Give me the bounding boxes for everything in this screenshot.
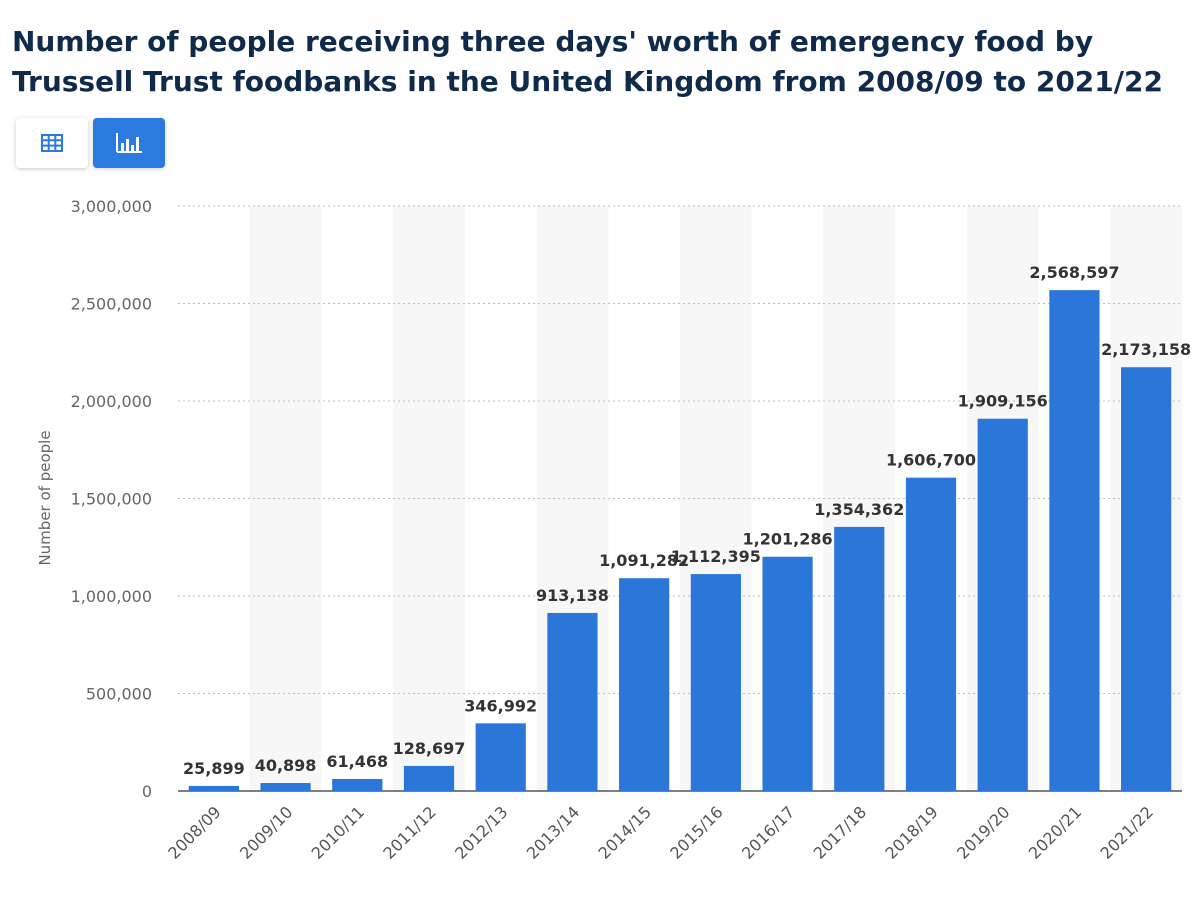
bar[interactable] [188,785,239,791]
x-tick-label: 2020/21 [1025,802,1085,862]
x-tick-label: 2021/22 [1097,802,1157,862]
data-label: 128,697 [393,739,466,758]
data-label: 346,992 [464,696,537,715]
bar-chart-icon [116,133,142,153]
y-tick-label: 0 [142,782,152,801]
x-tick-label: 2012/13 [451,802,511,862]
data-label: 61,468 [326,752,388,771]
data-label: 1,606,700 [886,451,976,470]
bar[interactable] [834,526,885,791]
y-tick-label: 500,000 [86,685,152,704]
x-tick-label: 2008/09 [164,802,224,862]
x-tick-label: 2010/11 [308,802,368,862]
x-tick-label: 2017/18 [810,802,870,862]
bar[interactable] [619,578,670,791]
bar[interactable] [762,556,813,791]
data-label: 1,201,286 [743,530,833,549]
data-label: 40,898 [255,756,317,775]
bar[interactable] [332,779,383,791]
y-tick-label: 1,000,000 [71,587,152,606]
x-tick-label: 2009/10 [236,802,296,862]
chart-view-button[interactable] [93,118,165,168]
data-label: 1,909,156 [958,392,1048,411]
data-labels: 25,899 40,898 61,468 128,697 346,992 913,138 1… [183,263,1191,778]
bar[interactable] [977,418,1028,791]
bar[interactable] [475,723,526,791]
bars [188,290,1172,791]
data-label: 1,112,395 [671,547,761,566]
x-tick-label: 2013/14 [523,802,583,862]
y-tick-label: 1,500,000 [71,490,152,509]
data-label: 1,354,362 [814,500,904,519]
x-tick-label: 2018/19 [881,802,941,862]
bar[interactable] [403,765,455,791]
bar[interactable] [260,783,311,791]
data-label: 25,899 [183,759,245,778]
y-tick-label: 3,000,000 [71,197,152,216]
x-tick-label: 2019/20 [953,802,1013,862]
data-label: 2,568,597 [1029,263,1119,282]
column-stripe [249,206,322,791]
x-tick-label: 2016/17 [738,802,798,862]
bar[interactable] [547,612,598,791]
y-tick-label: 2,000,000 [71,392,152,411]
bar[interactable] [905,477,957,791]
data-label: 2,173,158 [1101,340,1191,359]
y-axis-ticks: 0 500,000 1,000,000 1,500,000 2,000,000 2,500… [71,197,152,801]
data-label: 913,138 [536,586,609,605]
x-tick-label: 2014/15 [595,802,655,862]
chart-title: Number of people receiving three days' w… [12,25,1163,98]
data-label: 1,091,282 [599,551,689,570]
y-tick-label: 2,500,000 [71,295,152,314]
y-axis-label: Number of people [36,430,54,565]
table-icon [41,134,63,152]
bar[interactable] [1121,367,1172,791]
x-tick-label: 2015/16 [666,802,726,862]
bar[interactable] [1049,290,1100,791]
x-tick-label: 2011/12 [379,802,439,862]
bar[interactable] [690,574,741,791]
x-axis-ticks: 2008/09 2009/10 2010/11 2011/12 2012/13 2013/… [164,802,1157,862]
table-view-button[interactable] [16,118,88,168]
